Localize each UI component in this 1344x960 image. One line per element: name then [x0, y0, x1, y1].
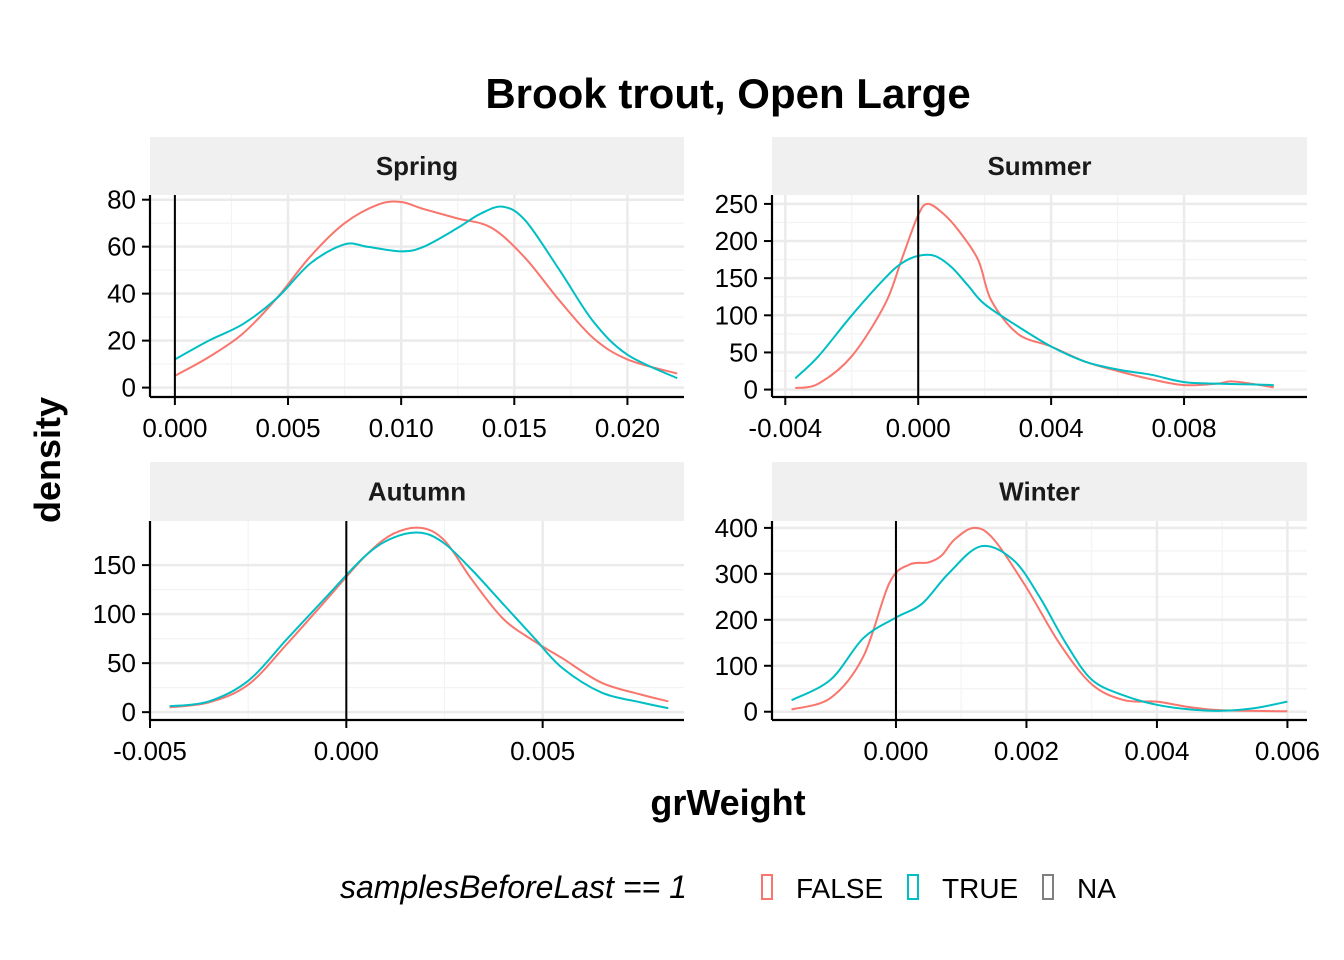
facet-spring: Spring 0.000 0.005 0.010 0.015 0.020 0 20 40 60 80 [107, 137, 684, 443]
y-axis-title: density [27, 397, 68, 523]
x-axis-title: grWeight [650, 782, 805, 823]
facet-summer: Summer -0.004 0.000 0.004 0.008 0 50 100 150 200 2… [715, 137, 1307, 443]
x-tick-label: 0.004 [1019, 413, 1084, 443]
x-tick-label: 0.010 [369, 413, 434, 443]
legend-title: samplesBeforeLast == 1 [340, 869, 687, 905]
y-tick-label: 40 [107, 279, 136, 309]
legend-label: FALSE [796, 873, 883, 904]
density-line-true [794, 253, 1274, 387]
x-tick-label: 0.000 [142, 413, 207, 443]
x-tick-label: 0.000 [863, 736, 928, 766]
x-tick-label: 0.000 [886, 413, 951, 443]
facet-strip-label: Spring [376, 151, 458, 181]
x-tick-label: 0.004 [1124, 736, 1189, 766]
y-tick-label: 0 [744, 697, 758, 727]
legend: samplesBeforeLast == 1 FALSE TRUE NA [340, 869, 1116, 905]
y-tick-label: 400 [715, 513, 758, 543]
facet-strip-label: Autumn [368, 477, 466, 507]
facet-strip [772, 462, 1307, 521]
y-tick-label: 0 [744, 375, 758, 405]
density-line-true [174, 205, 678, 380]
chart-title: Brook trout, Open Large [485, 70, 970, 117]
y-tick-label: 60 [107, 232, 136, 262]
density-line-true [169, 531, 669, 710]
legend-items: FALSE TRUE NA [761, 873, 1116, 904]
facet-autumn: Autumn -0.005 0.000 0.005 0 50 100 150 [93, 462, 684, 766]
y-tick-label: 200 [715, 605, 758, 635]
facet-strip-label: Summer [987, 151, 1091, 181]
y-tick-label: 100 [715, 300, 758, 330]
y-tick-label: 50 [729, 337, 758, 367]
x-tick-label: 0.005 [510, 736, 575, 766]
y-tick-label: 0 [122, 697, 136, 727]
legend-key [761, 874, 773, 900]
facet-strip [150, 462, 684, 521]
density-line-false [169, 526, 669, 709]
facet-winter: Winter 0.000 0.002 0.004 0.006 0 100 200 300 400 [715, 462, 1320, 766]
y-tick-label: 300 [715, 559, 758, 589]
y-tick-label: 80 [107, 185, 136, 215]
y-tick-label: 150 [715, 263, 758, 293]
x-tick-label: 0.008 [1152, 413, 1217, 443]
y-tick-label: 100 [715, 651, 758, 681]
legend-key [907, 874, 919, 900]
y-tick-label: 250 [715, 189, 758, 219]
legend-key [1042, 874, 1054, 900]
legend-item-na: NA [1042, 873, 1116, 904]
density-line-false [174, 200, 678, 377]
y-tick-label: 20 [107, 326, 136, 356]
x-tick-label: 0.020 [595, 413, 660, 443]
x-tick-label: -0.005 [113, 736, 187, 766]
legend-item-false: FALSE [761, 873, 883, 904]
density-line-false [791, 526, 1288, 713]
density-line-false [795, 202, 1274, 390]
facet-strip [772, 137, 1307, 195]
x-tick-label: 0.015 [482, 413, 547, 443]
y-tick-label: 200 [715, 226, 758, 256]
legend-label: TRUE [942, 873, 1018, 904]
facet-strip [150, 137, 684, 195]
x-tick-label: 0.006 [1255, 736, 1320, 766]
facet-strip-label: Winter [999, 477, 1080, 507]
y-tick-label: 150 [93, 550, 136, 580]
x-tick-label: 0.005 [255, 413, 320, 443]
density-line-true [791, 544, 1288, 712]
y-tick-label: 50 [107, 648, 136, 678]
x-tick-label: 0.002 [994, 736, 1059, 766]
y-tick-label: 0 [122, 373, 136, 403]
facet-panels: Spring 0.000 0.005 0.010 0.015 0.020 0 20 40 60 80… [93, 137, 1320, 766]
x-tick-label: -0.004 [748, 413, 822, 443]
y-tick-label: 100 [93, 599, 136, 629]
x-tick-label: 0.000 [314, 736, 379, 766]
legend-label: NA [1077, 873, 1116, 904]
legend-item-true: TRUE [907, 873, 1018, 904]
